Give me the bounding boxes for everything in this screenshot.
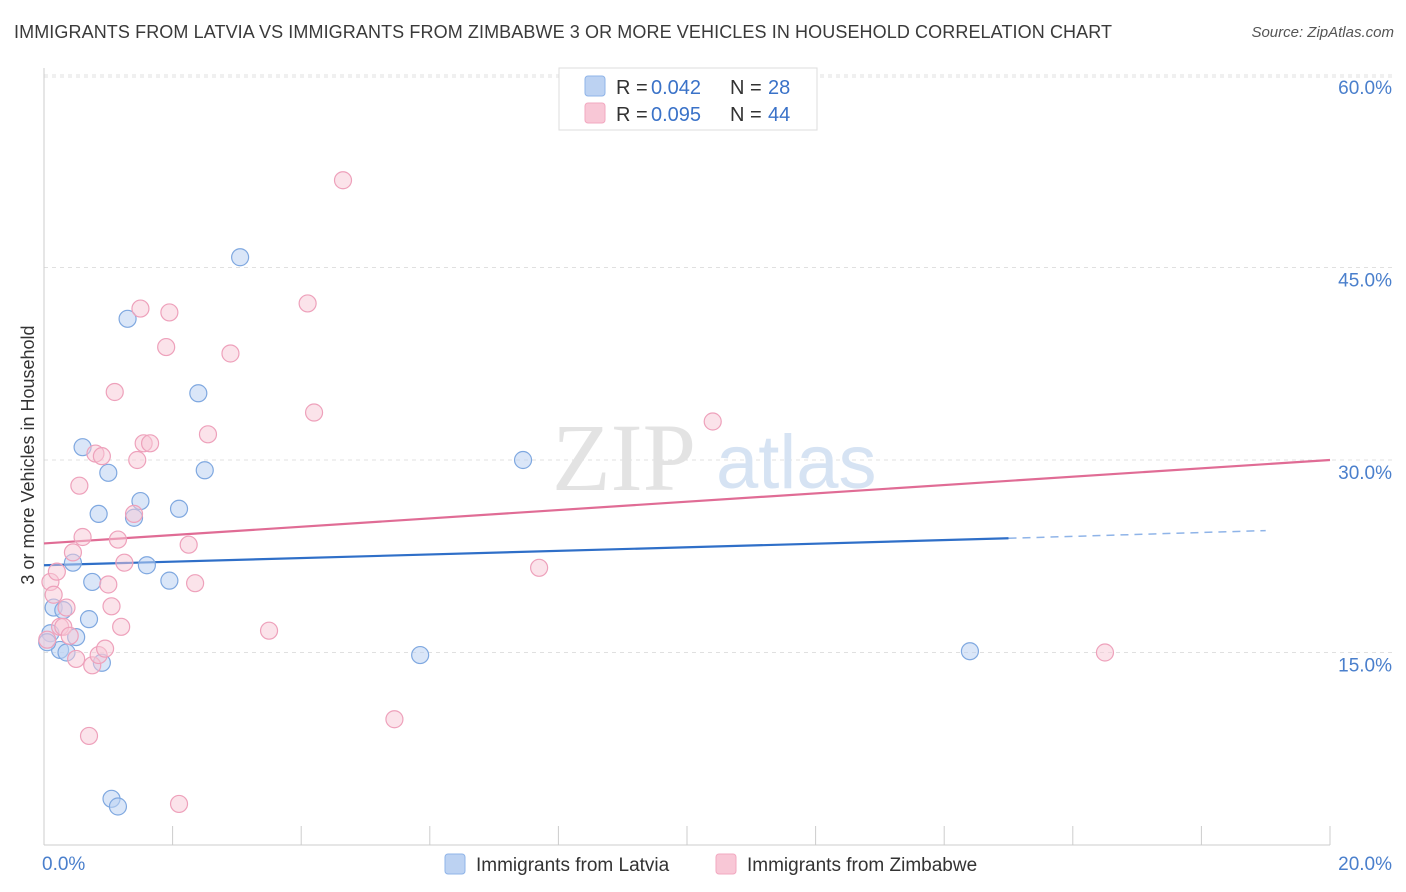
watermark-atlas: atlas bbox=[716, 420, 877, 505]
x-tick-labels: 0.0% 20.0% bbox=[42, 854, 1392, 875]
x-tick-label-0: 0.0% bbox=[42, 854, 85, 875]
zimbabwe-point-7 bbox=[63, 543, 83, 562]
latvia-point-17 bbox=[137, 556, 156, 575]
source-credit: Source: ZipAtlas.com bbox=[1251, 24, 1394, 41]
legend-r-label-latvia: R = bbox=[616, 77, 648, 99]
legend-r-label-zimbabwe: R = bbox=[616, 104, 648, 126]
latvia-point-22 bbox=[231, 248, 250, 267]
legend-r-zimbabwe: 0.095 bbox=[651, 104, 701, 126]
series-legend: Immigrants from Latvia Immigrants from Z… bbox=[444, 853, 977, 876]
legend-swatch-zimbabwe bbox=[584, 102, 606, 124]
bottom-legend-zimbabwe: Immigrants from Zimbabwe bbox=[747, 855, 977, 876]
y-tick-label-3: 60.0% bbox=[1338, 78, 1392, 99]
latvia-point-25 bbox=[960, 642, 980, 661]
y-tick-label-1: 30.0% bbox=[1338, 463, 1392, 484]
latvia-point-14 bbox=[118, 309, 137, 328]
zimbabwe-point-23 bbox=[124, 504, 144, 524]
latvia-point-7 bbox=[79, 610, 99, 629]
stats-legend: R = 0.042 N = 28 R = 0.095 N = 44 bbox=[558, 67, 818, 131]
zimbabwe-point-43 bbox=[60, 626, 79, 645]
y-axis-label: 3 or more Vehicles in Household bbox=[18, 325, 38, 584]
data-points bbox=[38, 171, 1115, 816]
zimbabwe-point-31 bbox=[179, 535, 198, 554]
zimbabwe-point-35 bbox=[259, 621, 279, 640]
zimbabwe-point-42 bbox=[1095, 643, 1115, 662]
zimbabwe-point-20 bbox=[108, 530, 128, 549]
zimbabwe-point-36 bbox=[298, 294, 317, 313]
zimbabwe-point-29 bbox=[160, 303, 179, 322]
zimbabwe-point-15 bbox=[92, 447, 111, 466]
zimbabwe-point-34 bbox=[221, 344, 240, 363]
chart-title: IMMIGRANTS FROM LATVIA VS IMMIGRANTS FRO… bbox=[14, 22, 1113, 42]
zimbabwe-point-27 bbox=[140, 434, 160, 453]
zimbabwe-point-3 bbox=[47, 562, 66, 581]
zimbabwe-point-38 bbox=[333, 171, 353, 190]
legend-n-label-zimbabwe: N = bbox=[730, 104, 762, 126]
legend-r-latvia: 0.042 bbox=[651, 77, 701, 99]
zimbabwe-point-0 bbox=[38, 630, 57, 649]
latvia-point-13 bbox=[108, 797, 128, 816]
latvia-point-21 bbox=[195, 461, 214, 480]
legend-swatch-latvia bbox=[584, 75, 606, 97]
trend-lines bbox=[43, 458, 1331, 567]
watermark: ZIP atlas bbox=[552, 404, 877, 511]
zimbabwe-point-10 bbox=[73, 527, 92, 547]
latvia-point-9 bbox=[89, 504, 108, 524]
legend-n-label-latvia: N = bbox=[730, 77, 762, 99]
latvia-trend-line bbox=[43, 537, 1009, 567]
zimbabwe-point-41 bbox=[703, 412, 722, 431]
x-tick-label-1: 20.0% bbox=[1338, 854, 1392, 875]
zimbabwe-point-37 bbox=[304, 403, 324, 422]
y-tick-labels: 15.0% 30.0% 45.0% 60.0% bbox=[1338, 78, 1392, 677]
zimbabwe-point-33 bbox=[198, 425, 218, 444]
legend-n-zimbabwe: 44 bbox=[768, 104, 790, 126]
zimbabwe-point-17 bbox=[99, 575, 118, 594]
bottom-swatch-latvia bbox=[444, 853, 466, 875]
zimbabwe-point-18 bbox=[102, 597, 121, 616]
legend-n-latvia: 28 bbox=[768, 77, 790, 99]
zimbabwe-point-11 bbox=[79, 726, 99, 746]
y-tick-label-2: 45.0% bbox=[1338, 271, 1392, 292]
latvia-point-23 bbox=[513, 450, 533, 470]
y-tick-label-0: 15.0% bbox=[1338, 656, 1392, 677]
zimbabwe-point-6 bbox=[57, 598, 76, 617]
latvia-point-19 bbox=[169, 499, 189, 518]
zimbabwe-trend-line bbox=[43, 458, 1331, 545]
latvia-point-11 bbox=[99, 463, 118, 482]
latvia-point-18 bbox=[160, 571, 179, 590]
zimbabwe-point-28 bbox=[157, 337, 176, 357]
watermark-zip: ZIP bbox=[552, 404, 696, 511]
bottom-legend-latvia: Immigrants from Latvia bbox=[476, 855, 670, 876]
zimbabwe-point-9 bbox=[70, 476, 89, 495]
latvia-trend-extension bbox=[1008, 529, 1266, 540]
latvia-point-24 bbox=[411, 645, 430, 665]
zimbabwe-point-2 bbox=[44, 585, 63, 604]
zimbabwe-point-22 bbox=[115, 553, 134, 572]
zimbabwe-point-24 bbox=[128, 450, 147, 470]
grid-lines bbox=[44, 74, 1392, 653]
zimbabwe-point-16 bbox=[95, 639, 115, 658]
zimbabwe-point-39 bbox=[385, 710, 404, 729]
zimbabwe-point-19 bbox=[105, 382, 124, 402]
zimbabwe-point-30 bbox=[169, 794, 189, 814]
latvia-point-20 bbox=[189, 384, 208, 403]
axes bbox=[43, 68, 1331, 846]
latvia-point-8 bbox=[83, 572, 102, 592]
zimbabwe-point-40 bbox=[530, 558, 549, 577]
zimbabwe-point-21 bbox=[112, 617, 131, 636]
zimbabwe-point-25 bbox=[131, 299, 150, 318]
zimbabwe-point-8 bbox=[67, 649, 86, 669]
zimbabwe-point-32 bbox=[186, 574, 205, 593]
bottom-swatch-zimbabwe bbox=[715, 853, 737, 875]
